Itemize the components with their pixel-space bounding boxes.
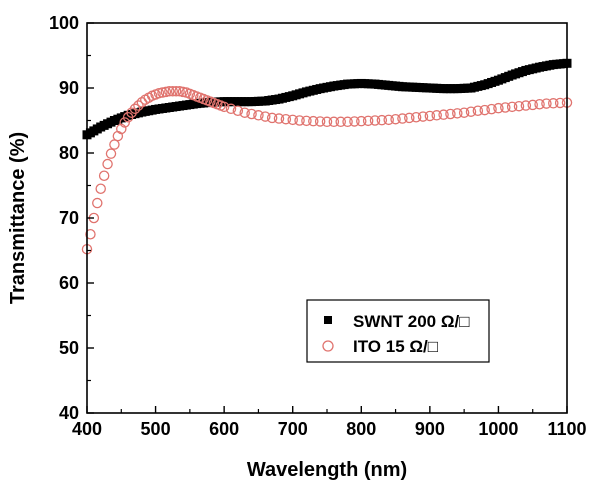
ito-point <box>438 109 449 120</box>
ito-point <box>95 183 106 194</box>
ito-point <box>102 158 113 170</box>
ito-point <box>410 112 422 123</box>
x-tick-label: 600 <box>209 419 239 439</box>
ito-point <box>506 101 518 113</box>
x-tick-label: 400 <box>72 419 102 439</box>
ito-point <box>321 116 333 128</box>
ito-point <box>493 102 504 114</box>
ito-point <box>260 111 271 122</box>
ito-point <box>170 86 182 97</box>
tick-labels: 400 500 600 700 800 900 1000 1100 40 50 60 70 80 90 10… <box>49 13 587 439</box>
data-marks <box>81 58 573 255</box>
legend-marker-ito <box>322 340 334 352</box>
y-tick-label: 80 <box>59 143 79 163</box>
ito-point <box>342 116 353 128</box>
ito-point <box>404 112 415 124</box>
ito-point <box>328 116 340 128</box>
x-tick-label: 900 <box>415 419 445 439</box>
ito-point <box>85 228 96 240</box>
ito-point <box>335 116 346 128</box>
axis-ticks <box>86 22 568 414</box>
x-axis-title: Wavelength (nm) <box>247 459 407 481</box>
y-tick-label: 100 <box>49 13 79 33</box>
ito-point <box>424 110 436 122</box>
legend: SWNT 200 Ω/□ ITO 15 Ω/□ <box>306 299 490 363</box>
ito-point <box>417 111 429 122</box>
legend-label-swnt: SWNT 200 Ω/□ <box>353 312 469 331</box>
ito-point <box>314 116 326 127</box>
ito-point <box>465 106 477 117</box>
ito-point <box>301 115 312 127</box>
ito-point <box>218 101 230 113</box>
ito-point <box>167 86 178 97</box>
ito-point <box>445 108 456 120</box>
x-tick-label: 800 <box>346 419 376 439</box>
ito-point <box>287 114 298 126</box>
x-tick-label: 1000 <box>478 419 518 439</box>
ito-point <box>98 170 110 181</box>
ito-point <box>280 113 292 125</box>
ito-point <box>554 97 566 109</box>
ito-point <box>266 112 278 124</box>
ito-point <box>232 105 244 117</box>
y-tick-label: 50 <box>59 338 79 358</box>
ito-point <box>513 100 525 112</box>
ito-point <box>548 98 559 109</box>
ito-point <box>119 117 130 128</box>
ito-point <box>486 103 497 115</box>
y-tick-label: 60 <box>59 273 79 293</box>
y-axis-title: Transmittance (%) <box>7 132 29 304</box>
x-tick-label: 1100 <box>547 419 586 439</box>
y-tick-label: 70 <box>59 208 79 228</box>
x-tick-label: 500 <box>141 419 171 439</box>
x-tick-label: 700 <box>278 419 308 439</box>
ito-point <box>92 197 103 209</box>
ito-point <box>362 115 374 127</box>
ito-point <box>520 100 532 111</box>
ito-point <box>105 148 117 159</box>
ito-point <box>239 107 250 118</box>
ito-point <box>383 114 394 126</box>
legend-box <box>306 299 490 363</box>
ito-point <box>431 110 442 121</box>
y-tick-label: 40 <box>59 403 79 423</box>
ito-point <box>452 108 463 119</box>
ito-point <box>164 86 175 97</box>
ito-point <box>294 115 305 126</box>
legend-label-ito: ITO 15 Ω/□ <box>353 337 438 356</box>
ito-point <box>527 99 538 111</box>
ito-point <box>349 116 360 127</box>
ito-point <box>369 115 381 126</box>
ito-point <box>356 115 367 127</box>
ito-point <box>116 123 127 135</box>
ito-point <box>129 103 141 115</box>
ito-point <box>397 113 408 124</box>
y-tick-label: 90 <box>59 78 79 98</box>
ito-point <box>253 110 264 121</box>
ito-point <box>534 99 545 110</box>
ito-point <box>541 98 552 109</box>
ito-point <box>308 115 319 127</box>
ito-point <box>390 113 401 125</box>
ito-point <box>458 107 470 118</box>
ito-point <box>479 104 490 116</box>
ito-point <box>225 103 237 115</box>
ito-point <box>246 108 257 120</box>
ito-point <box>273 113 285 124</box>
ito-point <box>472 105 484 117</box>
ito-point <box>376 114 388 126</box>
ito-point <box>500 102 511 113</box>
legend-marker-swnt <box>324 316 332 324</box>
ito-point <box>133 100 144 111</box>
